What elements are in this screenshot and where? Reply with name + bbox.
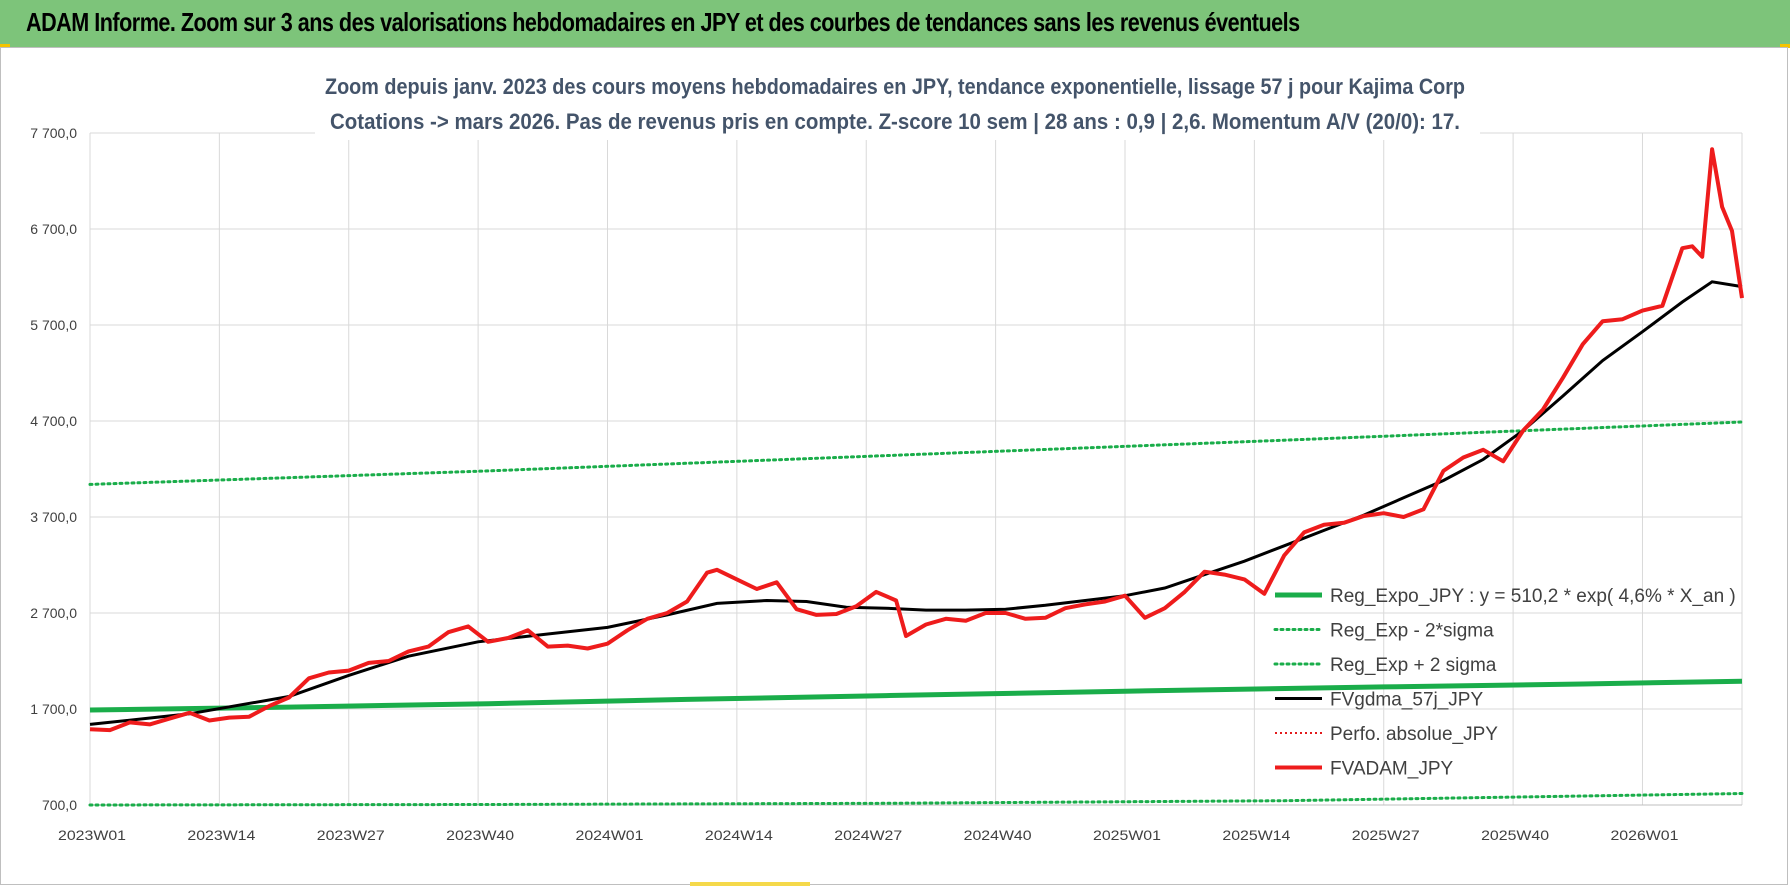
x-tick-label: 2023W14 [187,827,255,843]
y-tick-label: 5 700,0 [30,317,77,333]
x-tick-label: 2025W01 [1093,827,1161,843]
x-tick-label: 2025W40 [1481,827,1549,843]
x-tick-label: 2024W01 [575,827,643,843]
report-header: ADAM Informe. Zoom sur 3 ans des valoris… [0,0,1790,48]
x-tick-label: 2023W27 [317,827,385,843]
chart-title-bg [315,68,1480,140]
y-tick-label: 7 700,0 [30,125,77,141]
legend-label: Reg_Exp - 2*sigma [1330,621,1494,642]
series-line-2 [88,420,1744,486]
series-line-5 [89,147,1744,733]
x-tick-label: 2026W01 [1610,827,1678,843]
y-tick-label: 2 700,0 [30,605,77,621]
legend-label: FVADAM_JPY [1330,759,1454,780]
series-line-1 [88,792,1744,807]
chart-title-line-1: Zoom depuis janv. 2023 des cours moyens … [325,74,1465,99]
x-tick-label: 2025W27 [1352,827,1420,843]
x-tick-label: 2024W14 [705,827,773,843]
x-tick-label: 2024W27 [834,827,902,843]
chart-frame [0,47,1788,885]
report-title: ADAM Informe. Zoom sur 3 ans des valoris… [26,7,1300,37]
chart-title-line-2: Cotations -> mars 2026. Pas de revenus p… [330,109,1460,134]
legend-label: FVgdma_57j_JPY [1330,690,1483,711]
corner-marker-left [0,44,10,48]
y-tick-label: 1 700,0 [30,701,77,717]
y-tick-label: 3 700,0 [30,509,77,525]
x-tick-label: 2025W14 [1222,827,1290,843]
bottom-scroll-marker [690,882,810,886]
corner-marker-right [1780,44,1790,48]
legend-label: Reg_Expo_JPY : y = 510,2 * exp( 4,6% * X… [1330,586,1736,607]
series-line-0 [89,678,1743,713]
x-tick-label: 2023W40 [446,827,514,843]
y-tick-label: 4 700,0 [30,413,77,429]
y-tick-label: 700,0 [42,797,77,813]
legend-label: Reg_Exp + 2 sigma [1330,655,1497,676]
x-tick-label: 2024W40 [964,827,1032,843]
legend-label: Perfo. absolue_JPY [1330,724,1498,745]
y-tick-label: 6 700,0 [30,221,77,237]
x-tick-label: 2023W01 [58,827,126,843]
